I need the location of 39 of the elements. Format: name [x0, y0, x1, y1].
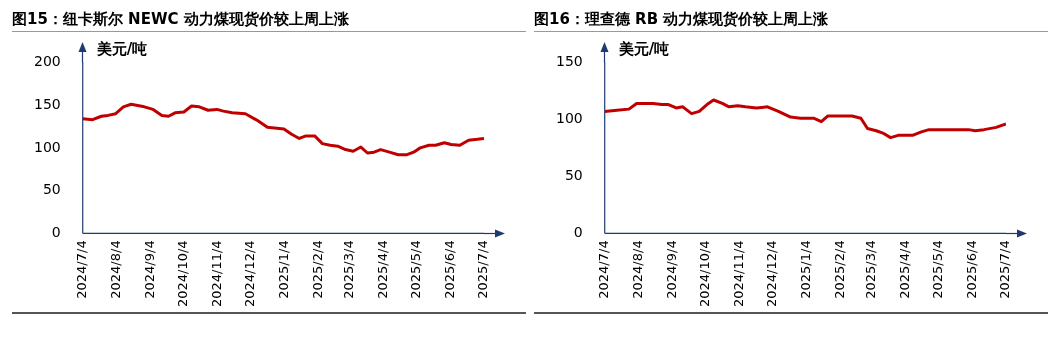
x-tick-label: 2024/12/4: [242, 240, 258, 308]
y-tick-label: 100: [555, 110, 583, 127]
y-tick-label: 150: [33, 95, 61, 112]
x-tick-label: 2025/5/4: [408, 240, 424, 299]
x-tick-label: 2025/4/4: [897, 240, 913, 299]
x-tick-label: 2024/12/4: [764, 240, 780, 308]
x-tick-label: 2024/8/4: [630, 240, 646, 299]
chart-title: 图16：理查德 RB 动力煤现货价较上周上涨: [533, 9, 830, 30]
x-tick-label: 2025/1/4: [798, 240, 814, 299]
x-tick-label: 2025/6/4: [964, 240, 980, 299]
y-tick-label: 100: [33, 138, 61, 155]
x-tick-label: 2024/11/4: [731, 240, 747, 308]
x-tick-label: 2024/7/4: [596, 240, 612, 299]
x-tick-label: 2025/2/4: [832, 240, 848, 299]
x-tick-label: 2024/10/4: [175, 240, 191, 308]
x-tick-label: 2024/10/4: [697, 240, 713, 308]
x-tick-label: 2025/5/4: [930, 240, 946, 299]
x-tick-label: 2025/3/4: [863, 240, 879, 299]
y-tick-label: 150: [555, 53, 583, 70]
y-tick-label: 200: [33, 53, 61, 70]
x-tick-label: 2024/9/4: [142, 240, 158, 299]
x-tick-label: 2025/2/4: [310, 240, 326, 299]
y-axis-title: 美元/吨: [95, 40, 148, 59]
x-tick-label: 2024/8/4: [108, 240, 124, 299]
chart-title: 图15：纽卡斯尔 NEWC 动力煤现货价较上周上涨: [11, 9, 350, 30]
x-tick-label: 2025/7/4: [997, 240, 1013, 299]
y-axis-title: 美元/吨: [617, 40, 670, 59]
y-tick-label: 0: [573, 223, 583, 240]
x-tick-label: 2024/9/4: [664, 240, 680, 299]
x-tick-label: 2024/7/4: [74, 240, 90, 299]
y-tick-label: 0: [51, 223, 61, 240]
y-tick-label: 50: [564, 167, 583, 183]
x-tick-label: 2025/1/4: [276, 240, 292, 299]
x-tick-label: 2025/3/4: [341, 240, 357, 299]
x-tick-label: 2025/4/4: [375, 240, 391, 299]
x-tick-label: 2025/6/4: [442, 240, 458, 299]
y-tick-label: 50: [42, 181, 61, 198]
x-tick-label: 2024/11/4: [209, 240, 225, 308]
x-tick-label: 2025/7/4: [475, 240, 491, 299]
